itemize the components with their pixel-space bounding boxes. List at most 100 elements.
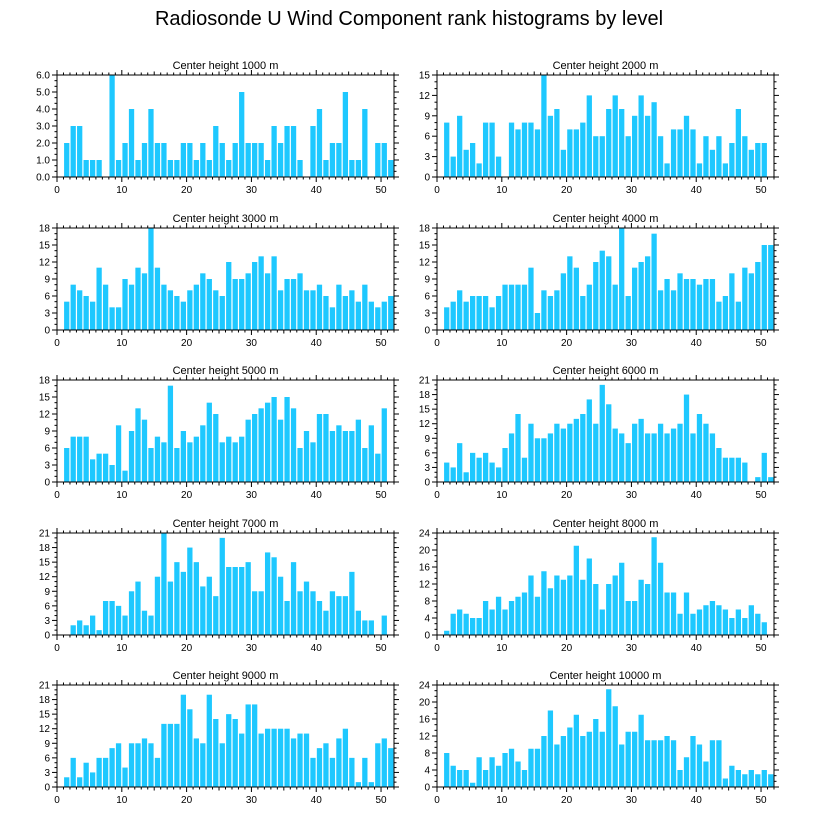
histogram-bar: [560, 273, 567, 330]
y-tick-label: 18: [39, 224, 51, 235]
histogram-bar: [463, 472, 469, 482]
histogram-bar: [329, 143, 336, 177]
histogram-bar: [187, 143, 193, 177]
histogram-bar: [450, 156, 456, 177]
y-tick-label: 4: [424, 766, 430, 777]
histogram-bar: [735, 457, 741, 482]
histogram-bar: [748, 149, 754, 177]
histogram-bar: [670, 740, 677, 787]
x-tick-label: 30: [626, 643, 638, 654]
histogram-bar: [482, 601, 489, 635]
histogram-bar: [122, 143, 128, 177]
y-tick-label: 16: [419, 715, 431, 726]
histogram-bar: [355, 301, 361, 330]
histogram-bar: [683, 394, 690, 482]
histogram-bar: [755, 613, 761, 635]
histogram-bar: [226, 436, 232, 482]
histogram-bar: [77, 290, 83, 330]
histogram-bar: [135, 581, 141, 635]
histogram-bar: [742, 462, 748, 482]
y-tick-label: 6: [44, 601, 50, 612]
histogram-bar: [226, 714, 232, 787]
histogram-bar: [476, 163, 482, 177]
histogram-bar: [670, 290, 677, 330]
x-tick-label: 50: [375, 185, 387, 196]
histogram-bar: [755, 477, 761, 482]
histogram-bar: [174, 160, 180, 177]
histogram-bar: [657, 290, 664, 330]
histogram-bar: [703, 761, 709, 787]
y-tick-label: 6: [44, 444, 50, 455]
histogram-bar: [252, 591, 258, 635]
histogram-bar: [96, 630, 102, 635]
histogram-bar: [135, 743, 141, 787]
y-tick-label: 3.0: [36, 122, 50, 133]
histogram-bar: [644, 584, 651, 635]
histogram-bar: [651, 233, 657, 330]
histogram-panel: Center height 3000 m 0 3 6 9 12 15 18 0 10 20 30 40 5…: [39, 213, 399, 349]
x-tick-label: 20: [181, 338, 193, 349]
histogram-bar: [683, 279, 690, 330]
histogram-bar: [310, 442, 316, 482]
x-tick-label: 0: [54, 795, 60, 806]
histogram-bar: [508, 601, 515, 635]
histogram-bar: [277, 143, 284, 177]
histogram-bar: [70, 284, 76, 330]
histogram-bar: [349, 431, 355, 482]
x-tick-label: 50: [755, 185, 767, 196]
histogram-bar: [239, 436, 245, 482]
histogram-bar: [463, 149, 469, 177]
histogram-bar: [716, 448, 722, 482]
histogram-bar: [495, 765, 502, 787]
histogram-bar: [381, 408, 387, 482]
histogram-bar: [502, 609, 508, 635]
histogram-bar: [102, 757, 109, 787]
y-tick-label: 15: [419, 405, 431, 416]
histogram-bar: [521, 457, 528, 482]
histogram-bar: [141, 419, 148, 482]
histogram-bar: [593, 262, 599, 330]
histogram-bar: [226, 262, 232, 330]
x-tick-label: 30: [246, 185, 258, 196]
histogram-bar: [495, 467, 502, 482]
x-tick-label: 50: [755, 795, 767, 806]
histogram-bar: [284, 601, 290, 635]
histogram-bar: [722, 163, 729, 177]
histogram-bar: [761, 622, 767, 635]
histogram-bar: [463, 770, 469, 787]
histogram-bar: [651, 433, 657, 482]
histogram-bar: [252, 262, 258, 330]
x-tick-label: 40: [691, 643, 703, 654]
histogram-bar: [586, 95, 592, 177]
histogram-bar: [528, 267, 534, 330]
histogram-bar: [206, 160, 212, 177]
histogram-panel: Center height 7000 m 0 3 6 9 12 15 18 21 0 10 20 30 4…: [39, 518, 399, 654]
y-tick-label: 21: [419, 376, 431, 387]
histogram-bar: [219, 296, 225, 330]
histogram-bar: [232, 143, 238, 177]
histogram-bar: [450, 301, 456, 330]
histogram-bar: [375, 307, 381, 330]
y-tick-label: 3: [424, 463, 430, 474]
histogram-panel: Center height 6000 m 0 3 6 9 12 15 18 21 0 10 20 30 4…: [419, 365, 779, 501]
histogram-bar: [476, 618, 482, 635]
histogram-bar: [310, 757, 316, 787]
histogram-bar: [696, 609, 703, 635]
histogram-bar: [271, 557, 277, 635]
histogram-bar: [716, 605, 722, 635]
histogram-bar: [444, 753, 450, 787]
histogram-bar: [722, 296, 729, 330]
histogram-bar: [768, 774, 774, 787]
y-tick-label: 3: [44, 309, 50, 320]
histogram-bar: [128, 109, 135, 177]
histogram-bar: [625, 136, 631, 177]
histogram-bar: [109, 307, 115, 330]
histogram-bar: [651, 740, 657, 787]
histogram-bar: [593, 584, 599, 635]
histogram-bar: [258, 408, 264, 482]
histogram-bar: [161, 143, 167, 177]
x-tick-label: 10: [116, 643, 128, 654]
histogram-bar: [515, 284, 521, 330]
histogram-bar: [219, 442, 225, 482]
histogram-bar: [193, 562, 199, 635]
